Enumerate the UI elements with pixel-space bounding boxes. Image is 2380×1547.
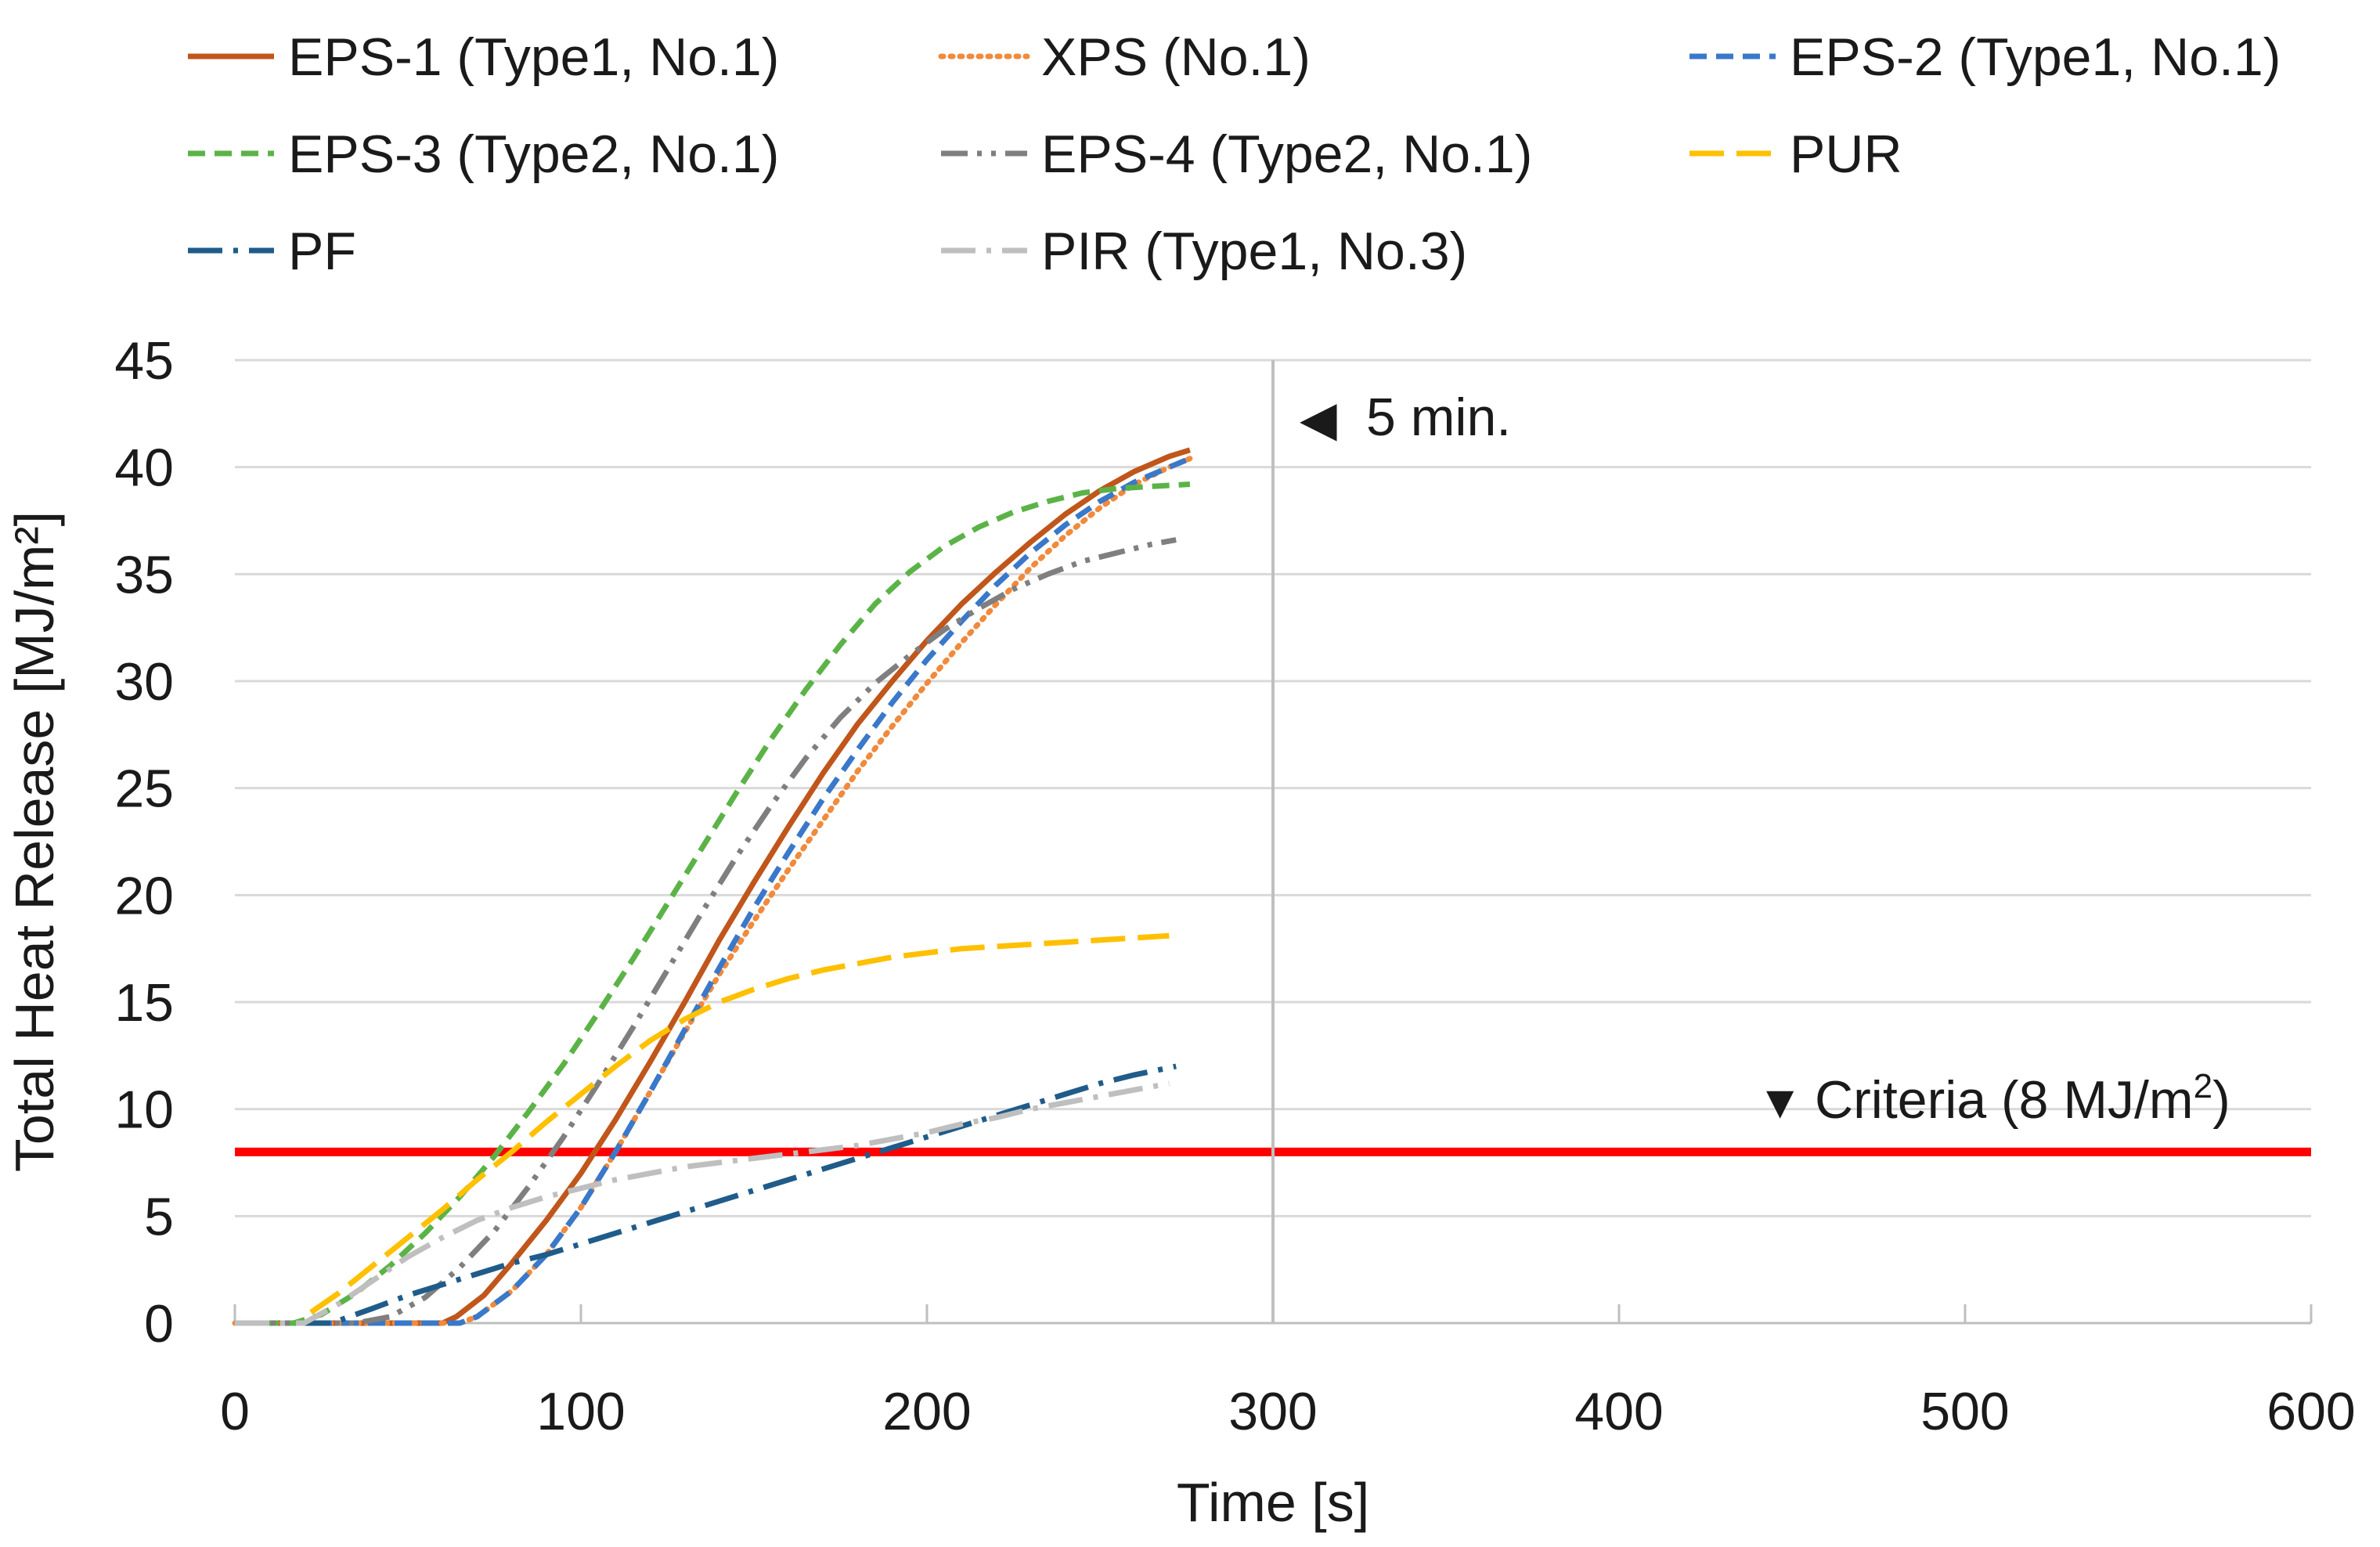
legend-label-2: XPS (No.1) <box>1041 27 1311 87</box>
y-tick-label-25: 25 <box>114 759 174 819</box>
tick-labels: 0 5 10 15 20 25 30 35 40 45 0 100 200 300 400 500 600 <box>114 331 2355 1441</box>
x-tick-label-200: 200 <box>882 1382 971 1441</box>
legend-label-3: EPS-2 (Type1, No.1) <box>1790 27 2281 87</box>
y-tick-label-30: 30 <box>114 652 174 712</box>
series-line-6 <box>309 932 1170 1315</box>
triangle-left-icon: ◀ <box>1300 392 1337 446</box>
criteria-label: Criteria (8 MJ/m2) <box>1815 1067 2230 1130</box>
series-line-5 <box>235 537 1177 1326</box>
legend-label-7: PF <box>288 222 356 281</box>
y-tick-label-10: 10 <box>114 1080 174 1140</box>
x-tick-label-0: 0 <box>220 1382 250 1441</box>
series-line-7 <box>235 1063 1177 1326</box>
criteria-label-main: Criteria (8 MJ/m <box>1815 1070 2194 1130</box>
legend-label-4: EPS-3 (Type2, No.1) <box>288 124 779 184</box>
x-axis-label: Time [s] <box>1177 1472 1369 1533</box>
legend: EPS-1 (Type1, No.1) XPS (No.1) EPS-2 (Type… <box>188 27 2281 281</box>
legend-label-1: EPS-1 (Type1, No.1) <box>288 27 779 87</box>
y-tick-label-35: 35 <box>114 545 174 604</box>
series-line-4 <box>235 481 1191 1326</box>
x-tick-label-500: 500 <box>1920 1382 2009 1441</box>
x-tick-label-600: 600 <box>2266 1382 2355 1441</box>
legend-label-6: PUR <box>1790 124 1902 184</box>
five-min-annotation: ◀ 5 min. <box>1300 388 1511 447</box>
x-tick-label-400: 400 <box>1574 1382 1663 1441</box>
y-tick-label-40: 40 <box>114 438 174 498</box>
legend-label-5: EPS-4 (Type2, No.1) <box>1041 124 1532 184</box>
y-axis-label: Total Heat Release [MJ/m²] <box>4 511 65 1172</box>
series-line-8 <box>235 1080 1170 1326</box>
series-line-3 <box>235 456 1192 1326</box>
y-tick-label-5: 5 <box>144 1187 174 1246</box>
y-tick-label-0: 0 <box>144 1294 174 1354</box>
criteria-label-superscript: 2 <box>2194 1067 2212 1105</box>
legend-label-8: PIR (Type1, No.3) <box>1041 222 1467 281</box>
series-lines <box>232 447 1193 1326</box>
criteria-annotation: ▼ Criteria (8 MJ/m2) <box>1757 1067 2230 1130</box>
x-tick-label-100: 100 <box>536 1382 625 1441</box>
y-tick-label-15: 15 <box>114 973 174 1033</box>
x-tick-label-300: 300 <box>1228 1382 1317 1441</box>
triangle-down-icon: ▼ <box>1757 1076 1803 1128</box>
five-min-label: 5 min. <box>1366 388 1511 447</box>
criteria-label-close: ) <box>2212 1070 2230 1130</box>
series-line-1 <box>235 447 1191 1326</box>
reference-lines <box>235 360 2311 1323</box>
y-tick-label-45: 45 <box>114 331 174 391</box>
y-tick-label-20: 20 <box>114 866 174 925</box>
